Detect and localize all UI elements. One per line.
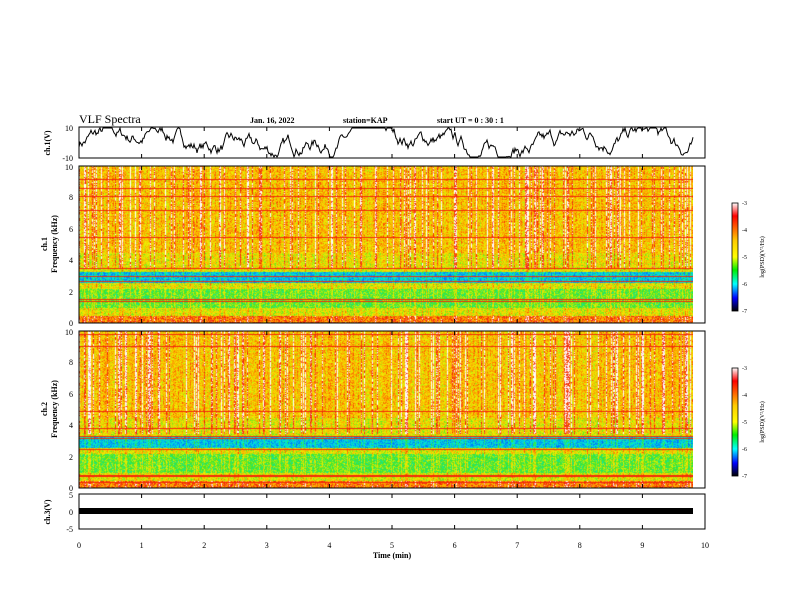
x-tick-label: 10 xyxy=(701,541,709,550)
ch1-ftick-10: 10 xyxy=(65,163,73,172)
ch1-spectrogram-image xyxy=(79,166,693,323)
x-tick-label: 1 xyxy=(140,541,144,550)
ch2-colorbar: -3 -4 -5 -6 -7 log(PSD)(V²/Hz) xyxy=(731,366,766,480)
ch3-ytick-5: 5 xyxy=(69,491,73,500)
ch3-waveform-panel: 5 0 -5 ch.3(V) xyxy=(43,491,706,534)
ch2-ftick-8: 8 xyxy=(69,358,73,367)
ch1-ytick-bottom: -10 xyxy=(62,154,73,163)
ch1-ftick-8: 8 xyxy=(69,193,73,202)
time-axis-label: Time (min) xyxy=(373,551,412,560)
ch2-cb-tick-7: -7 xyxy=(742,474,747,480)
ch1-waveform-panel: 10 -10 ch.1(V) xyxy=(43,124,706,163)
ch1-cb-tick-7: -7 xyxy=(742,309,747,315)
ch1-colorbar: -3 -4 -5 -6 -7 log(PSD)(V²/Hz) xyxy=(731,201,766,315)
ch1-ftick-0: 0 xyxy=(69,319,73,328)
station-label: station=KAP xyxy=(343,116,388,125)
x-tick-label: 9 xyxy=(640,541,644,550)
ch2-cb-label: log(PSD)(V²/Hz) xyxy=(759,401,766,442)
x-tick-label: 4 xyxy=(327,541,331,550)
ch3-waveform-band xyxy=(79,508,693,514)
time-axis: 0 1 2 3 4 5 6 7 8 9 10 xyxy=(77,127,709,550)
ch2-spec-ylabel2: Frequency (kHz) xyxy=(50,380,59,438)
ch3-wave-ylabel: ch.3(V) xyxy=(43,499,52,524)
ch2-ftick-2: 2 xyxy=(69,453,73,462)
ch1-wave-ylabel: ch.1(V) xyxy=(43,130,52,155)
ch1-spectrogram-panel: 0 2 4 6 8 10 ch.1 Frequency (kHz) xyxy=(40,163,706,328)
ch2-spectrogram-panel: 0 2 4 6 8 10 ch.2 Frequency (kHz) xyxy=(40,328,706,493)
ch1-waveform-line xyxy=(78,126,694,159)
ch2-ftick-10: 10 xyxy=(65,328,73,337)
ch1-cb-label: log(PSD)(V²/Hz) xyxy=(759,236,766,277)
ch1-ftick-6: 6 xyxy=(69,225,73,234)
ch1-cb-tick-5: -5 xyxy=(742,255,747,261)
ch1-cb-tick-6: -6 xyxy=(742,282,747,288)
ch1-ftick-4: 4 xyxy=(69,256,73,265)
ch1-spec-ylabel: ch.1 xyxy=(40,237,49,251)
ch2-cb-tick-5: -5 xyxy=(742,420,747,426)
ch1-spec-ylabel2: Frequency (kHz) xyxy=(50,215,59,273)
ch2-cb-tick-3: -3 xyxy=(742,366,747,372)
ch2-ftick-4: 4 xyxy=(69,421,73,430)
ch2-ftick-0: 0 xyxy=(69,484,73,493)
date-label: Jan. 16, 2022 xyxy=(250,116,294,125)
ch2-cb-tick-6: -6 xyxy=(742,447,747,453)
ch1-colorbar-bar xyxy=(731,202,739,312)
ch1-cb-tick-3: -3 xyxy=(742,201,747,207)
x-tick-label: 3 xyxy=(265,541,269,550)
ch3-ytick-m5: -5 xyxy=(66,525,73,534)
ch2-ftick-6: 6 xyxy=(69,390,73,399)
ch2-spectrogram-image xyxy=(79,331,693,488)
figure-title: VLF Spectra xyxy=(79,112,141,126)
ch3-ytick-0: 0 xyxy=(69,508,73,517)
start-time-label: start UT = 0 : 30 : 1 xyxy=(437,116,504,125)
ch1-ytick-top: 10 xyxy=(65,124,73,133)
x-tick-label: 6 xyxy=(453,541,457,550)
ch2-cb-tick-4: -4 xyxy=(742,393,747,399)
x-tick-label: 8 xyxy=(578,541,582,550)
ch2-spectrogram-image-wrap xyxy=(79,331,693,488)
ch2-spec-ylabel: ch.2 xyxy=(40,402,49,416)
x-tick-label: 2 xyxy=(202,541,206,550)
ch1-spectrogram-image-wrap xyxy=(79,166,693,323)
ch1-cb-tick-4: -4 xyxy=(742,228,747,234)
ch2-colorbar-bar xyxy=(731,367,739,477)
x-tick-label: 5 xyxy=(390,541,394,550)
ch1-ftick-2: 2 xyxy=(69,288,73,297)
x-tick-label: 7 xyxy=(515,541,519,550)
x-tick-label: 0 xyxy=(77,541,81,550)
